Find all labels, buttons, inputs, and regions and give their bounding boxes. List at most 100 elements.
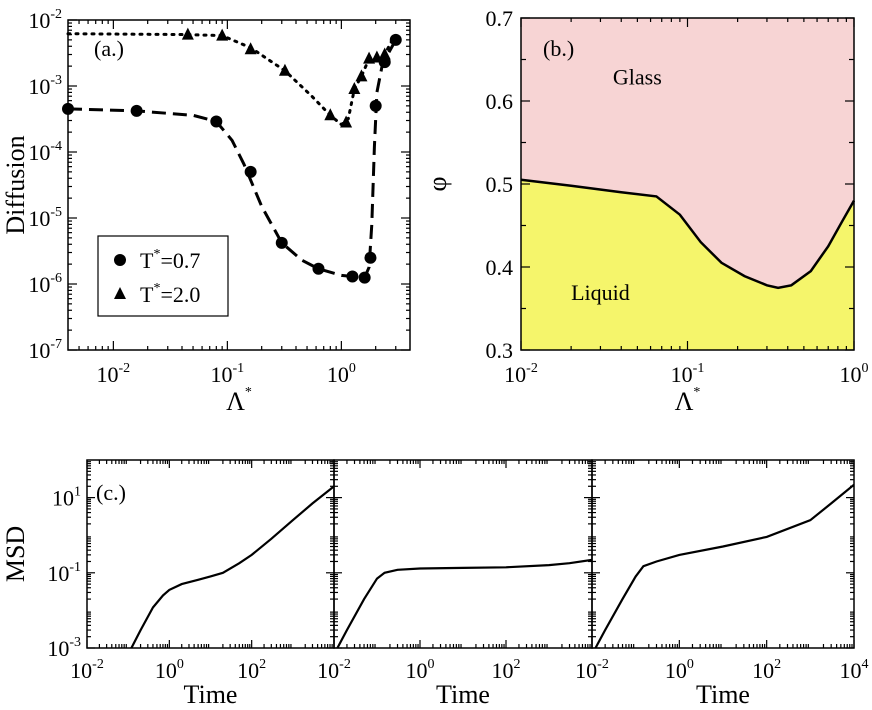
msd-curve — [336, 558, 592, 648]
x-tick-label-exp: -2 — [526, 361, 538, 376]
x-tick-label-base: 10 — [665, 658, 687, 683]
y-tick-label: 0.5 — [486, 172, 514, 197]
legend-entry-base: T — [140, 282, 154, 307]
x-axis-title: Λ* — [226, 385, 252, 416]
y-axis-title: MSD — [1, 526, 30, 582]
x-tick-label-exp: 0 — [687, 657, 694, 672]
x-tick-label-base: 10 — [70, 658, 92, 683]
x-axis-title: Time — [184, 680, 238, 709]
liquid-region — [521, 179, 854, 350]
legend-entry-base: T — [140, 248, 154, 273]
series-t07-point — [275, 236, 288, 249]
x-tick-label: 100 — [665, 657, 694, 683]
x-tick-label-exp: -2 — [92, 657, 104, 672]
y-tick-label-base: 10 — [47, 561, 69, 586]
y-tick-label-base: 10 — [28, 338, 50, 363]
x-tick-label-base: 10 — [492, 658, 514, 683]
plot-frame — [333, 459, 593, 649]
x-axis-title-sup: * — [245, 385, 252, 400]
x-tick-label: 10-2 — [575, 657, 609, 683]
x-tick-label-exp: 0 — [428, 657, 435, 672]
y-tick-label-base: 10 — [47, 636, 69, 661]
y-tick-label: 10-5 — [28, 205, 62, 231]
series-t07-point — [312, 262, 325, 275]
x-tick-label: 102 — [237, 657, 266, 683]
series-t20-point — [278, 63, 291, 76]
y-tick-label-base: 10 — [28, 140, 50, 165]
series-t20-point — [340, 115, 353, 128]
x-tick-label-base: 10 — [211, 362, 233, 387]
x-tick-label-exp: 0 — [862, 361, 869, 376]
x-tick-label: 10-2 — [97, 361, 131, 387]
y-tick-label-exp: -7 — [50, 337, 62, 352]
y-tick-label-exp: -4 — [50, 139, 62, 154]
x-tick-label-exp: -2 — [119, 361, 131, 376]
plot-frame — [67, 19, 411, 351]
x-tick-label: 10-2 — [504, 361, 538, 387]
x-axis-title-sup: * — [693, 385, 700, 400]
y-tick-label: 10-7 — [28, 337, 62, 363]
y-tick-label: 0.4 — [486, 255, 514, 280]
y-axis-title: φ — [423, 176, 452, 191]
x-tick-label: 104 — [840, 657, 869, 683]
series-t07-point — [358, 271, 371, 284]
y-tick-label-base: 10 — [28, 74, 50, 99]
x-tick-label-base: 10 — [671, 362, 693, 387]
x-tick-label-base: 10 — [840, 362, 862, 387]
series-t20-point — [378, 47, 391, 60]
plot-frame — [591, 459, 855, 649]
legend-entry-rest: =2.0 — [160, 282, 200, 307]
x-tick-label-exp: 0 — [177, 657, 184, 672]
x-tick-label-base: 10 — [575, 658, 597, 683]
series-t07-point — [130, 104, 143, 117]
legend-box — [97, 235, 229, 317]
x-tick-label-base: 10 — [155, 658, 177, 683]
y-axis-title: Diffusion — [1, 135, 30, 234]
x-tick-label-exp: -1 — [233, 361, 245, 376]
x-tick-label-exp: 0 — [349, 361, 356, 376]
series-t20-point — [348, 82, 361, 95]
legend-entry-sup: * — [153, 281, 160, 296]
y-tick-label-exp: -6 — [50, 271, 62, 286]
x-tick-label-base: 10 — [504, 362, 526, 387]
x-tick-label-exp: -1 — [693, 361, 705, 376]
y-tick-label-exp: -5 — [50, 205, 62, 220]
panel-a-diffusion-plot: 10-710-610-510-410-310-210-2 10-1 100(a.)Λ… — [1, 7, 411, 416]
x-axis-title: Time — [696, 680, 750, 709]
x-axis-title-base: Λ — [226, 387, 245, 416]
panel-label: (a.) — [94, 36, 124, 61]
x-tick-label: 102 — [492, 657, 521, 683]
series-t20-point — [181, 27, 194, 40]
series-t20-point — [355, 69, 368, 82]
y-tick-label: 101 — [52, 485, 81, 511]
y-tick-label: 10-4 — [28, 139, 62, 165]
y-tick-label-exp: -2 — [50, 7, 62, 22]
legend-entry: T*=0.7 — [140, 247, 200, 273]
y-tick-label: 10-1 — [47, 560, 81, 586]
x-axis-title: Time — [436, 680, 490, 709]
x-axis-title-base: Λ — [675, 387, 694, 416]
phase-boundary-line — [520, 178, 856, 290]
x-tick-label: 10-1 — [211, 361, 245, 387]
series-t20-point — [244, 42, 257, 55]
x-tick-label-base: 10 — [840, 658, 862, 683]
legend-entry: T*=2.0 — [140, 281, 200, 307]
series-t07-point — [346, 270, 359, 283]
x-tick-label-base: 10 — [237, 658, 259, 683]
x-tick-label: 10-1 — [671, 361, 705, 387]
x-tick-label: 100 — [406, 657, 435, 683]
x-tick-label-exp: 4 — [862, 657, 869, 672]
y-tick-label-exp: -3 — [69, 635, 81, 650]
x-tick-label-base: 10 — [406, 658, 428, 683]
msd-curve — [130, 485, 334, 648]
y-tick-label-base: 10 — [28, 206, 50, 231]
series-t07-point — [389, 33, 402, 46]
panel-label: (b.) — [543, 36, 574, 61]
x-tick-label: 10-2 — [70, 657, 104, 683]
region-label-liquid: Liquid — [571, 280, 630, 305]
